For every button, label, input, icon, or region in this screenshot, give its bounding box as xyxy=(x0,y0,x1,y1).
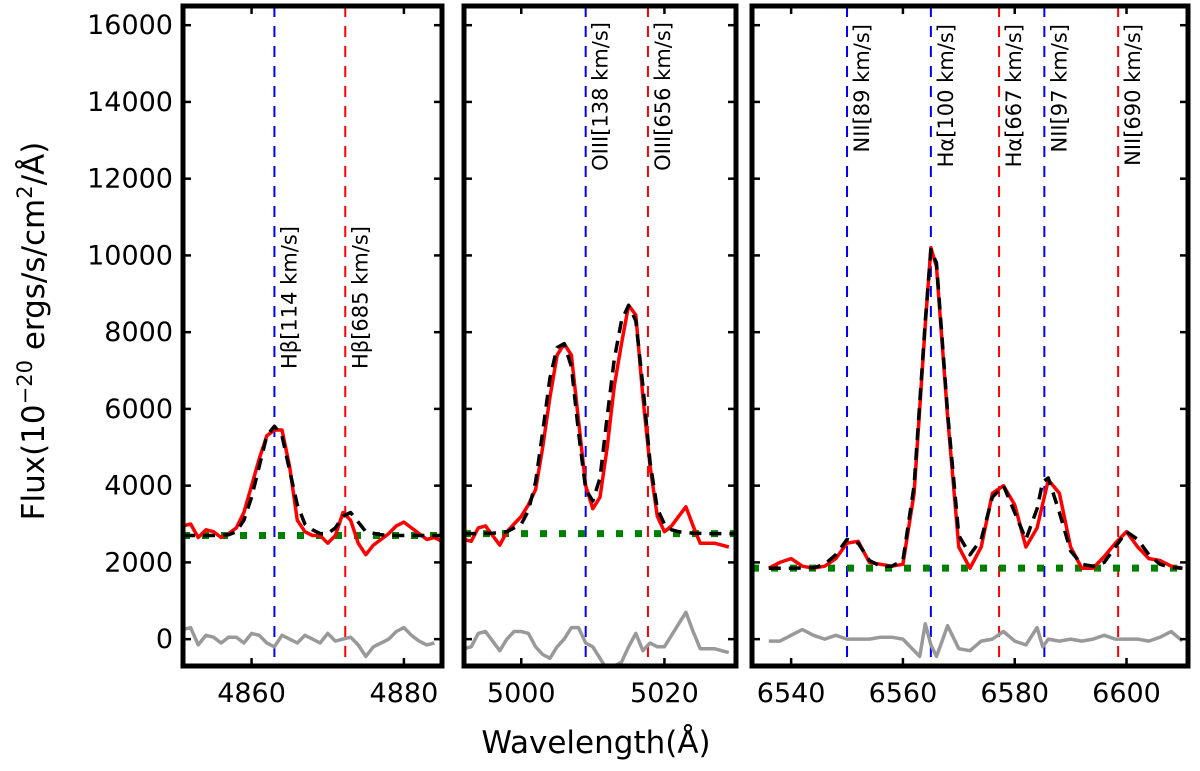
model-series xyxy=(768,247,1183,570)
residual-series xyxy=(464,610,730,666)
y-tick-label: 0 xyxy=(156,624,173,655)
y-axis-label-part: Flux(10 xyxy=(16,404,52,520)
y-axis-label-part: /Å) xyxy=(16,142,52,186)
emission-line-label: NII[97 km/s] xyxy=(1047,24,1071,153)
panel-halpha: 6540 6560 6580 6600 NII[89 km/s] Hα[100 km/s]… xyxy=(749,3,1191,709)
panel-oiii: 5000 5020 OIII[138 km/s] OIII[656 km/s] xyxy=(461,3,739,709)
chart-panels: 0 2000 4000 6000 8000 10000 12000 14000 16000 486… xyxy=(87,3,1191,709)
emission-line-label: OIII[656 km/s] xyxy=(651,22,675,171)
y-tick-label: 14000 xyxy=(87,87,173,118)
x-axis-label: Wavelength(Å) xyxy=(481,725,710,761)
x-tick-label: 6540 xyxy=(757,678,826,709)
y-tick-label: 2000 xyxy=(104,547,173,578)
emission-line-label: NII[89 km/s] xyxy=(850,24,874,153)
residual-series xyxy=(183,625,435,659)
emission-line-label: OIII[138 km/s] xyxy=(589,22,613,171)
x-tick-label: 4860 xyxy=(217,678,286,709)
panel-frame xyxy=(461,3,739,669)
y-tick-label: 10000 xyxy=(87,240,173,271)
x-tick-label: 5020 xyxy=(630,678,699,709)
y-axis-label: Flux(10−20 ergs/s/cm2/Å) xyxy=(13,142,52,521)
panel-frame xyxy=(749,3,1191,669)
observed-series xyxy=(767,245,1183,570)
x-tick-label: 5000 xyxy=(487,678,556,709)
y-tick-label: 12000 xyxy=(87,164,173,195)
observed-series xyxy=(464,303,730,549)
y-axis-label-superscript: 2 xyxy=(13,185,37,198)
y-tick-label: 6000 xyxy=(104,394,173,425)
panel-plot-area xyxy=(752,6,1188,666)
emission-line-label: Hβ[685 km/s] xyxy=(348,226,372,369)
x-tick-label: 6600 xyxy=(1092,678,1161,709)
emission-line-label: Hα[667 km/s] xyxy=(1002,24,1026,167)
y-axis-label-superscript: −20 xyxy=(13,360,37,404)
panel-plot-area xyxy=(464,6,736,666)
y-tick-label: 16000 xyxy=(87,10,173,41)
emission-line-label: Hβ[114 km/s] xyxy=(277,226,301,369)
x-tick-label: 4880 xyxy=(370,678,439,709)
model-series xyxy=(464,303,736,536)
emission-line-label: Hα[100 km/s] xyxy=(934,24,958,167)
panel-frame xyxy=(180,3,445,669)
model-series xyxy=(183,424,442,538)
residual-series xyxy=(768,622,1184,659)
y-axis-label-part: ergs/s/cm xyxy=(16,199,52,360)
y-tick-label: 8000 xyxy=(104,317,173,348)
x-tick-label: 6560 xyxy=(869,678,938,709)
panel-plot-area xyxy=(183,6,442,666)
y-tick-label: 4000 xyxy=(104,471,173,502)
emission-line-label: NII[690 km/s] xyxy=(1121,24,1145,166)
x-tick-label: 6580 xyxy=(980,678,1049,709)
panel-hbeta: 0 2000 4000 6000 8000 10000 12000 14000 16000 486… xyxy=(87,3,445,709)
